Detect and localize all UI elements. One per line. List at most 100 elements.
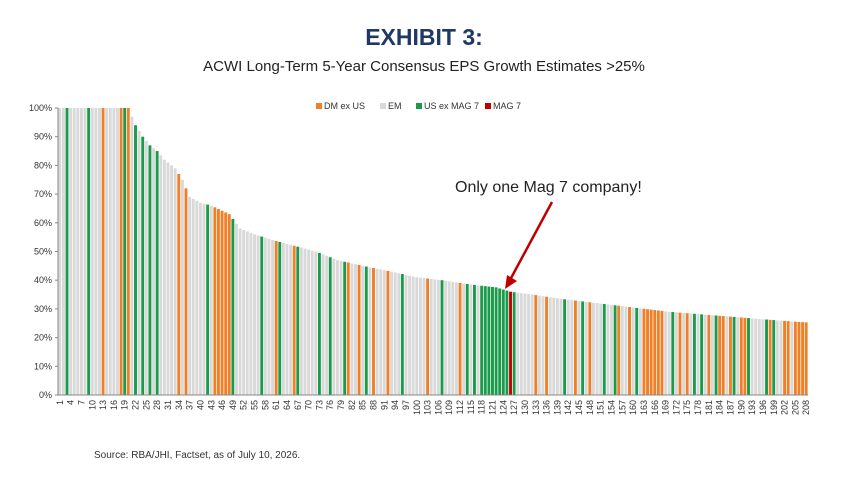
bar-148: [588, 302, 592, 395]
bar-138: [552, 297, 556, 395]
bar-155: [613, 305, 617, 395]
bar-31: [166, 162, 170, 395]
bar-43: [209, 205, 213, 395]
bar-2: [61, 108, 65, 395]
bar-149: [592, 302, 595, 395]
x-tick-label: 91: [379, 400, 389, 410]
bar-196: [761, 319, 765, 395]
bar-175: [685, 313, 689, 395]
y-tick-label: 30%: [34, 304, 52, 314]
bar-45: [217, 209, 220, 395]
x-tick-label: 190: [736, 400, 746, 415]
bar-68: [299, 247, 303, 395]
x-tick-label: 40: [195, 400, 205, 410]
bar-122: [494, 287, 498, 396]
x-tick-label: 130: [520, 400, 530, 415]
bar-132: [530, 294, 534, 395]
bar-131: [527, 294, 530, 395]
bar-126: [509, 291, 512, 395]
x-tick-label: 97: [401, 400, 411, 410]
bar-187: [729, 316, 732, 395]
bar-147: [584, 301, 588, 395]
bar-181: [707, 314, 711, 395]
bar-139: [555, 298, 559, 395]
bar-110: [451, 281, 455, 395]
y-tick-label: 90%: [34, 132, 52, 142]
bar-73: [317, 252, 321, 395]
legend-label: DM ex US: [324, 101, 365, 111]
bar-35: [180, 179, 184, 395]
source-note: Source: RBA/JHI, Factset, as of July 10,…: [94, 450, 301, 461]
bar-23: [137, 130, 141, 395]
bar-173: [678, 312, 682, 395]
y-tick-label: 50%: [34, 247, 52, 257]
x-tick-label: 205: [790, 400, 800, 415]
x-tick-label: 19: [120, 400, 130, 410]
x-tick-label: 166: [650, 400, 660, 415]
bar-135: [541, 296, 545, 395]
x-tick-label: 58: [260, 400, 270, 410]
x-tick-label: 73: [314, 400, 324, 410]
bar-62: [278, 241, 282, 395]
x-tick-label: 112: [455, 400, 465, 414]
bar-199: [772, 320, 776, 395]
bar-64: [285, 243, 289, 395]
bar-8: [83, 108, 87, 395]
bar-114: [465, 283, 469, 395]
bar-52: [242, 229, 246, 395]
bar-21: [130, 116, 134, 396]
bar-79: [339, 260, 343, 395]
bar-184: [718, 315, 722, 395]
bar-99: [411, 276, 415, 395]
bar-46: [220, 210, 224, 395]
bar-177: [692, 313, 696, 395]
x-tick-label: 208: [801, 400, 811, 415]
annotation-text: Only one Mag 7 company!: [455, 179, 642, 196]
bar-82: [350, 263, 354, 395]
bar-65: [289, 244, 293, 395]
y-tick-label: 0%: [39, 390, 52, 400]
bar-180: [703, 314, 707, 395]
bar-113: [462, 283, 466, 395]
x-tick-label: 184: [715, 400, 725, 415]
bar-57: [260, 236, 264, 395]
x-tick-label: 31: [163, 400, 173, 410]
bar-44: [213, 207, 217, 395]
bar-55: [253, 234, 256, 395]
x-tick-label: 115: [466, 400, 476, 414]
bar-93: [390, 271, 393, 395]
bar-1: [58, 108, 62, 395]
bar-104: [429, 278, 433, 395]
x-tick-label: 193: [747, 400, 757, 415]
x-tick-label: 49: [228, 400, 238, 410]
bar-10: [90, 108, 94, 395]
bar-136: [545, 296, 549, 395]
bar-119: [483, 286, 487, 395]
bar-124: [501, 289, 505, 395]
bar-34: [177, 174, 181, 395]
bar-192: [747, 318, 750, 395]
x-tick-label: 88: [369, 400, 379, 410]
y-tick-label: 40%: [34, 275, 52, 285]
bar-178: [696, 314, 700, 395]
bar-118: [480, 285, 484, 395]
y-tick-label: 60%: [34, 218, 52, 228]
y-tick-label: 10%: [34, 361, 52, 371]
bar-207: [801, 322, 805, 395]
bar-15: [108, 108, 112, 395]
bar-91: [382, 270, 386, 395]
x-tick-label: 67: [293, 400, 303, 410]
bar-151: [599, 303, 603, 395]
bar-59: [267, 238, 271, 395]
x-tick-label: 79: [336, 400, 346, 410]
x-tick-label: 196: [758, 400, 768, 415]
bar-70: [307, 249, 311, 395]
bar-95: [397, 273, 401, 395]
bar-144: [573, 300, 577, 395]
bar-200: [775, 320, 779, 395]
x-tick-label: 187: [725, 400, 735, 415]
bar-41: [202, 203, 206, 395]
bar-96: [400, 274, 404, 395]
x-tick-label: 178: [693, 400, 703, 415]
bar-94: [393, 272, 397, 395]
